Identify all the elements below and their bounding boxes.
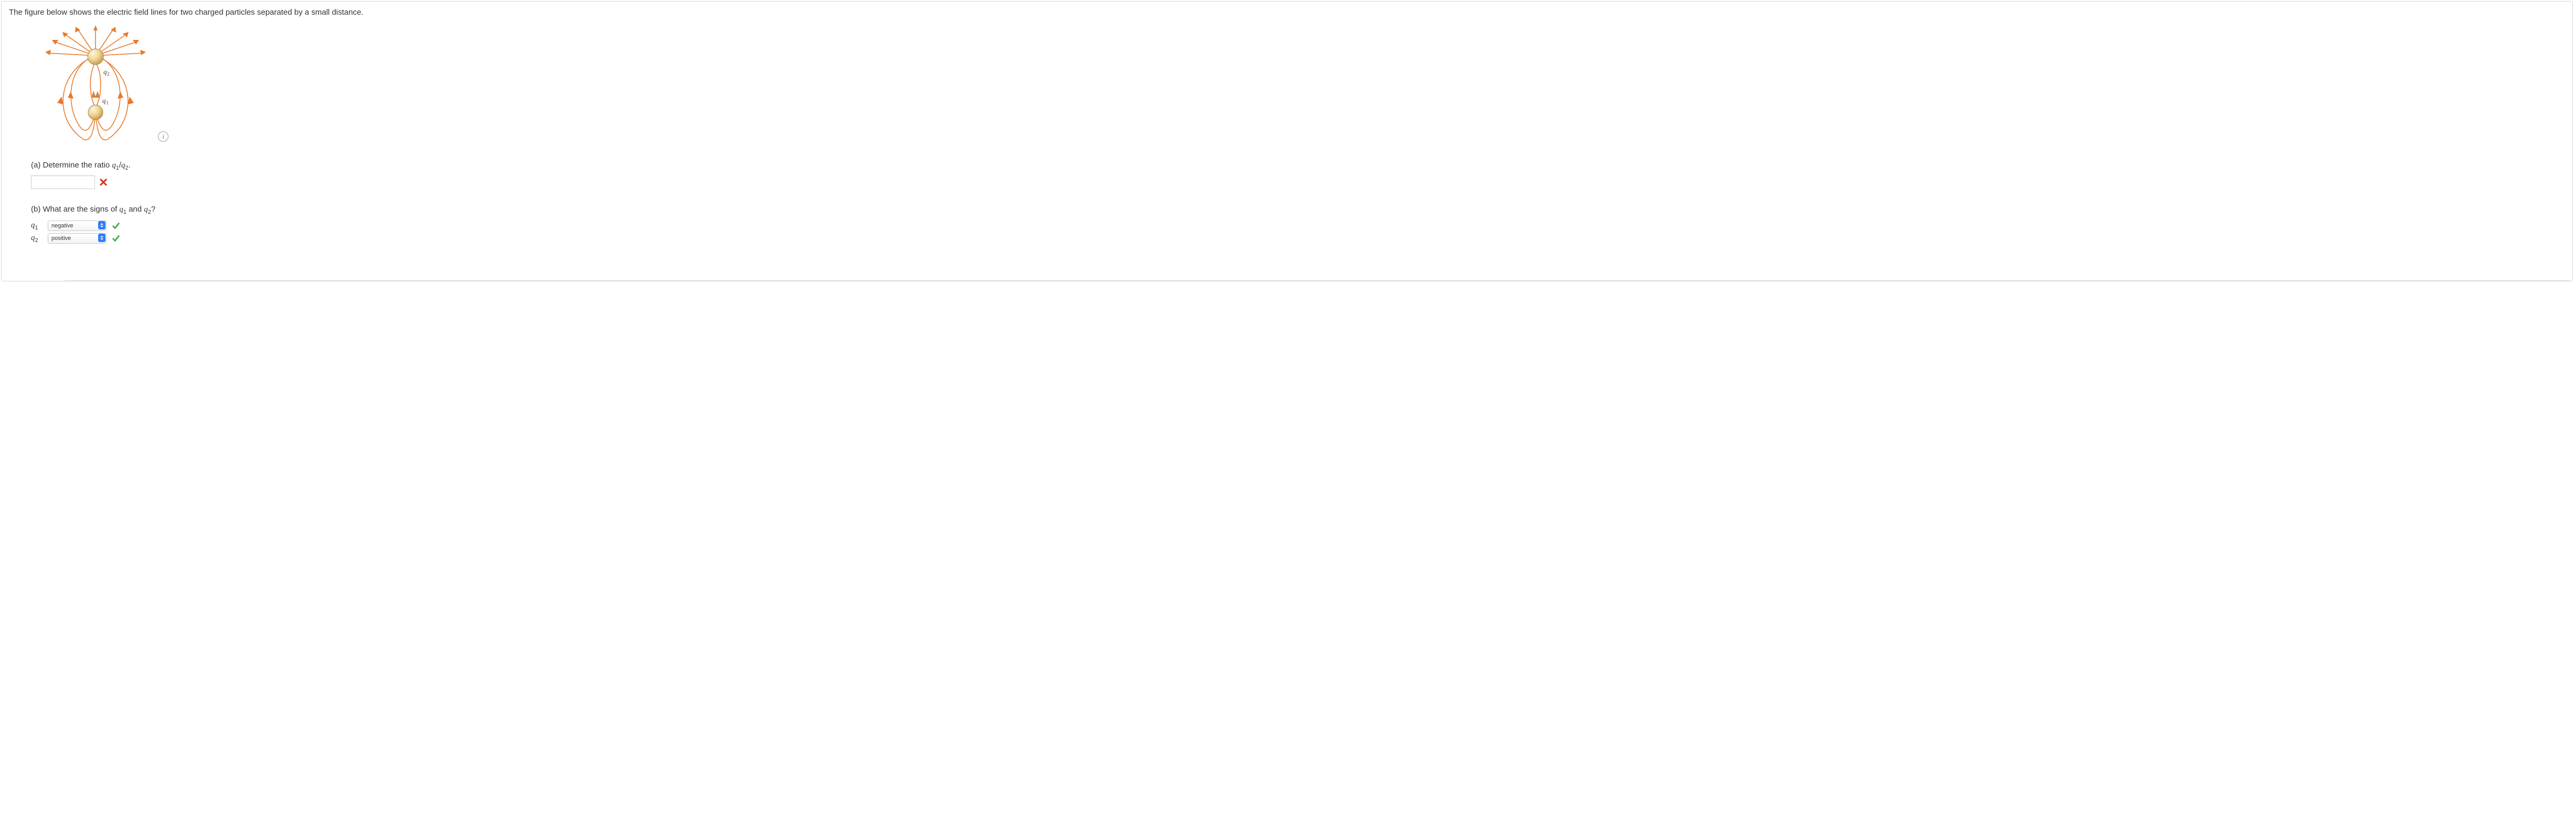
info-icon[interactable]: i <box>158 131 168 142</box>
part-b-prefix: (b) What are the signs of <box>31 205 119 214</box>
part-b-and: and <box>129 205 144 214</box>
bottom-divider <box>65 280 2570 281</box>
field-lines-figure: q 2 q 1 <box>40 24 151 145</box>
svg-text:1: 1 <box>106 100 109 106</box>
part-a-text: (a) Determine the ratio q1/q2. <box>31 161 2565 171</box>
svg-text:q: q <box>102 97 106 104</box>
row-q2-var: q <box>31 234 35 242</box>
row-q2-sub: 2 <box>35 237 38 244</box>
ratio-input[interactable] <box>31 175 95 189</box>
part-b-q2: q <box>144 205 148 214</box>
select-stepper-icon[interactable] <box>98 234 105 242</box>
wrong-icon <box>99 178 108 186</box>
select-stepper-icon[interactable] <box>98 221 105 229</box>
part-b-qmark: ? <box>151 205 155 214</box>
svg-text:q: q <box>103 68 107 76</box>
sign-row-q2: q2 positive <box>31 233 2565 244</box>
row-label-q2: q2 <box>31 233 43 244</box>
part-b-q1: q <box>119 205 123 214</box>
part-b-text: (b) What are the signs of q1 and q2? <box>31 205 2565 215</box>
q2-sign-select-wrap: positive <box>48 233 107 244</box>
part-a-period: . <box>128 161 130 170</box>
part-a-q1: q <box>112 161 116 170</box>
q1-sign-select-wrap: negative <box>48 221 107 231</box>
correct-icon <box>112 234 120 243</box>
sign-row-q1: q1 negative <box>31 221 2565 231</box>
part-a-answer-row <box>31 175 2565 189</box>
question-prompt: The figure below shows the electric fiel… <box>9 8 2565 17</box>
part-b-q1-sub: 1 <box>123 209 126 215</box>
figure-area: q 2 q 1 i <box>40 24 2565 145</box>
row-q1-var: q <box>31 221 35 229</box>
row-q1-sub: 1 <box>35 225 38 231</box>
part-a-prefix: (a) Determine the ratio <box>31 161 112 170</box>
part-b-rows: q1 negative q2 positive <box>31 221 2565 244</box>
question-card: The figure below shows the electric fiel… <box>1 1 2573 281</box>
row-label-q1: q1 <box>31 221 43 231</box>
correct-icon <box>112 222 120 230</box>
svg-text:2: 2 <box>107 71 110 77</box>
